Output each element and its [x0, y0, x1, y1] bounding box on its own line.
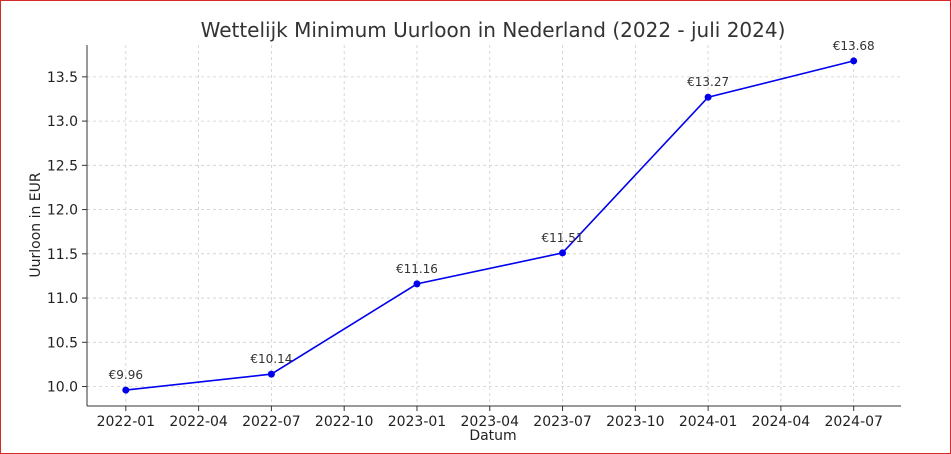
x-axis-label: Datum [469, 428, 516, 444]
x-tick-label: 2024-01 [679, 414, 738, 430]
y-tick-label: 11.0 [47, 291, 78, 307]
x-tick-label: 2022-04 [169, 414, 228, 430]
data-point [850, 57, 858, 65]
data-point [122, 386, 130, 394]
y-axis-label: Uurloon in EUR [28, 172, 44, 278]
x-tick-label: 2022-07 [242, 414, 301, 430]
y-tick-label: 13.5 [47, 70, 78, 86]
series-line [125, 60, 854, 391]
data-label: €10.14 [250, 352, 292, 366]
x-tick-label: 2022-10 [315, 414, 374, 430]
chart-title: Wettelijk Minimum Uurloon in Nederland (… [201, 18, 786, 42]
data-point [704, 93, 712, 101]
data-point [267, 370, 275, 378]
data-point [559, 249, 567, 257]
x-tick-label: 2023-01 [388, 414, 447, 430]
data-label: €13.27 [687, 75, 729, 89]
series-layer [122, 57, 858, 394]
y-tick-label: 10.0 [47, 380, 78, 396]
x-tick-label: 2023-07 [533, 414, 592, 430]
data-label: €13.68 [833, 39, 875, 53]
x-tick-label: 2022-01 [97, 414, 156, 430]
x-tick-label: 2024-04 [752, 414, 811, 430]
y-tick-label: 12.5 [47, 158, 78, 174]
y-tick-label: 13.0 [47, 114, 78, 130]
y-tick-label: 10.5 [47, 335, 78, 351]
axes-layer: 2022-01 2022-04 2022-07 2022-10 2023-01 2023-… [47, 45, 901, 430]
data-label: €11.51 [542, 231, 584, 245]
y-tick-label: 11.5 [47, 247, 78, 263]
data-point [413, 280, 421, 288]
x-tick-label: 2023-10 [606, 414, 665, 430]
data-labels-layer: €9.96 €10.14 €11.16 €11.51 €13.27 €13.68 [109, 39, 875, 382]
data-label: €11.16 [396, 262, 438, 276]
y-tick-label: 12.0 [47, 203, 78, 219]
data-label: €9.96 [109, 368, 143, 382]
x-tick-label: 2024-07 [824, 414, 883, 430]
grid-layer [87, 45, 901, 406]
x-tick-label: 2023-04 [461, 414, 520, 430]
